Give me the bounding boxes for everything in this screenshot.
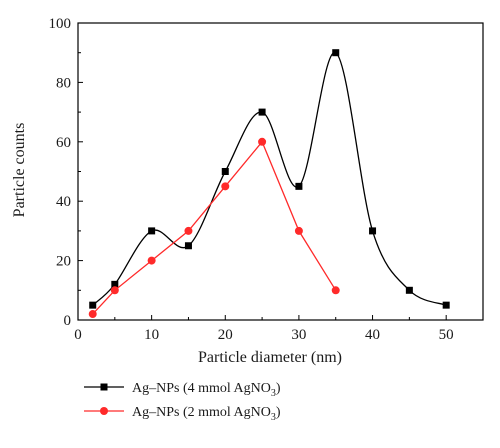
y-tick-label: 0	[64, 313, 72, 329]
y-tick-label: 100	[49, 16, 72, 32]
legend-label: Ag–NPs (4 mmol AgNO3)	[132, 381, 281, 399]
plot-frame	[77, 22, 484, 321]
data-point	[294, 226, 303, 235]
data-point	[221, 168, 229, 175]
plot-area	[77, 22, 484, 321]
x-tick-label: 50	[439, 327, 454, 343]
y-tick-label: 80	[56, 75, 71, 91]
x-tick-label: 20	[218, 327, 233, 343]
series-layer	[88, 49, 450, 319]
data-point	[405, 286, 413, 294]
x-tick-label: 40	[365, 327, 380, 343]
x-tick-label: 30	[291, 327, 306, 343]
data-point	[184, 226, 193, 235]
data-point	[331, 286, 340, 295]
x-axis-ticks: 0 10 20 30 40 50	[74, 315, 454, 343]
data-point	[89, 301, 97, 309]
data-point	[295, 182, 303, 190]
y-axis-ticks: 0 20 40 60 80 100	[49, 16, 83, 329]
y-tick-label: 20	[56, 254, 71, 270]
data-point	[258, 137, 267, 146]
series-2	[88, 137, 340, 319]
y-tick-label: 40	[56, 194, 71, 210]
series-line	[92, 140, 337, 315]
data-point	[110, 286, 119, 295]
legend-marker	[100, 383, 108, 391]
series-line	[92, 52, 447, 306]
data-point	[258, 108, 266, 116]
legend-label: Ag–NPs (2 mmol AgNO3)	[132, 405, 281, 423]
series-1	[89, 49, 450, 309]
data-point	[442, 301, 450, 309]
data-point	[369, 227, 377, 235]
legend: Ag–NPs (4 mmol AgNO3) Ag–NPs (2 mmol AgNO…	[84, 381, 281, 423]
data-point	[184, 242, 192, 250]
data-point	[332, 49, 340, 57]
y-tick-label: 60	[56, 135, 71, 151]
data-point	[148, 227, 156, 235]
x-axis-label: Particle diameter (nm)	[198, 349, 342, 366]
data-point	[221, 182, 230, 191]
data-point	[88, 310, 97, 319]
legend-marker	[100, 407, 108, 415]
y-axis-label: Particle counts	[11, 123, 28, 218]
x-tick-label: 0	[74, 327, 82, 343]
x-tick-label: 10	[144, 327, 159, 343]
data-point	[111, 280, 119, 288]
data-point	[147, 256, 156, 265]
